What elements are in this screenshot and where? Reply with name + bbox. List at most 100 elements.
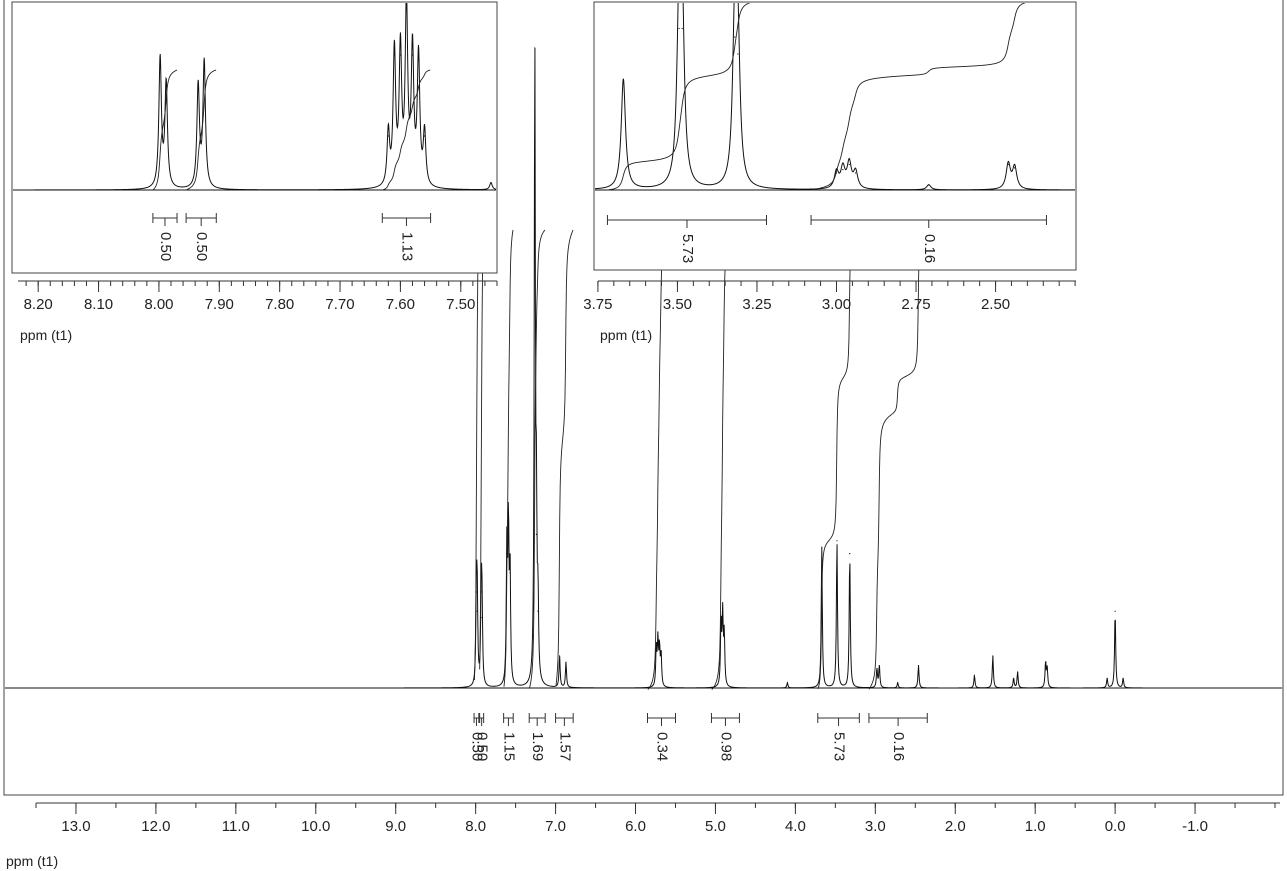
main-peak-26	[917, 665, 920, 667]
inset-aromatic-tick-label-2: 8.00	[144, 296, 173, 313]
main-peak-24	[878, 665, 880, 667]
main-peak-35	[1122, 677, 1124, 680]
inset-aliphatic-peak-0	[622, 78, 624, 81]
inset-aliphatic-peak-2	[681, 27, 683, 30]
main-integral-curve-6	[711, 229, 740, 690]
main-integral-bracket-0	[473, 713, 480, 726]
main-tick-label-10: 3.0	[865, 818, 886, 835]
main-peak-15	[660, 655, 662, 657]
main-integral-value-3: 1.69	[529, 732, 546, 761]
inset-aliphatic-peak-8	[854, 172, 857, 174]
inset-aliphatic-tick-label-5: 2.50	[981, 296, 1010, 313]
inset-aromatic-tick-label-5: 7.70	[325, 296, 354, 313]
main-tick-label-14: -1.0	[1182, 818, 1208, 835]
main-peak-29	[1013, 677, 1015, 680]
main-integral-curve-4	[555, 229, 574, 687]
main-integral-value-8: 0.16	[890, 732, 907, 761]
inset-aromatic-tick-label-4: 7.80	[265, 296, 294, 313]
inset-aromatic-integral-curve-2	[382, 69, 431, 191]
inset-aromatic-tick-label-0: 8.20	[24, 296, 53, 313]
main-peak-3	[481, 617, 483, 619]
inset-aromatic-integral-curve-1	[186, 69, 217, 191]
main-peak-10	[558, 655, 561, 657]
inset-aromatic-peak-9	[417, 59, 420, 62]
main-integral-curve-3	[528, 229, 546, 689]
inset-aromatic-peak-1	[165, 85, 167, 87]
main-integral-curve-2	[503, 229, 514, 687]
inset-aromatic-tick-label-3: 7.90	[205, 296, 234, 313]
main-peak-11	[565, 661, 567, 664]
main-peak-13	[657, 642, 659, 644]
inset-aliphatic-frame	[593, 1, 1077, 271]
inset-aliphatic-peak-10	[1007, 163, 1009, 166]
main-trace	[36, 48, 1276, 689]
main-peak-32	[1046, 668, 1048, 670]
inset-aliphatic-tick-label-0: 3.75	[583, 296, 612, 313]
main-tick-label-7: 6.0	[625, 818, 646, 835]
inset-aromatic-tick-label-7: 7.50	[446, 296, 475, 313]
inset-aromatic-peak-10	[423, 135, 426, 137]
inset-aromatic-x-axis-label: ppm (t1)	[20, 327, 72, 343]
inset-aliphatic-tick-label-3: 3.00	[822, 296, 851, 313]
inset-aliphatic-x-axis-label: ppm (t1)	[600, 327, 652, 343]
main-integral-value-2: 1.15	[500, 732, 517, 761]
inset-aliphatic-region: 5.73 0.16 3.75 3.50 3.25 3.00 2.75 2.50 ppm (t1)	[583, 1, 1077, 343]
main-integral-bracket-3	[528, 713, 546, 726]
inset-aliphatic-peak-4	[737, 53, 739, 55]
inset-aliphatic-peak-1	[678, 27, 680, 30]
main-peak-27	[973, 674, 976, 676]
main-peak-8	[535, 533, 538, 536]
main-tick-label-0: 13.0	[61, 818, 90, 835]
inset-aliphatic-integral-curve-1	[810, 3, 1026, 191]
inset-aliphatic-trace	[595, 3, 1075, 191]
inset-aliphatic-peak-9	[928, 184, 930, 186]
main-peak-9	[537, 610, 539, 612]
inset-aromatic-peak-11	[490, 182, 492, 184]
main-peak-20	[821, 546, 823, 548]
main-x-axis-label: ppm (t1)	[6, 853, 58, 869]
inset-aliphatic-integral-bracket-0	[606, 215, 768, 228]
inset-aromatic-peak-8	[411, 54, 414, 56]
main-tick-label-11: 2.0	[945, 818, 966, 835]
inset-aromatic-integral-curve-0	[152, 69, 178, 191]
inset-aromatic-peak-3	[203, 63, 205, 65]
main-integral-bracket-1	[479, 713, 485, 726]
inset-aromatic-tick-label-1: 8.10	[84, 296, 113, 313]
main-tick-label-1: 12.0	[141, 818, 170, 835]
main-peak-17	[722, 617, 724, 619]
main-tick-label-6: 7.0	[545, 818, 566, 835]
main-integral-value-7: 5.73	[831, 732, 848, 761]
main-peak-25	[897, 682, 899, 684]
inset-aromatic-peak-0	[159, 59, 161, 62]
inset-aromatic-tick-label-6: 7.60	[386, 296, 415, 313]
main-plot-frame	[3, 0, 1284, 796]
main-peak-7	[534, 47, 536, 49]
main-integral-value-5: 0.34	[654, 732, 671, 761]
main-peak-12	[655, 649, 657, 651]
inset-aliphatic-peak-3	[734, 36, 736, 38]
main-peak-22	[849, 553, 851, 555]
main-peak-33	[1106, 677, 1108, 680]
main-integral-value-6: 0.98	[717, 732, 734, 761]
main-integral-curve-8	[868, 229, 928, 690]
inset-aromatic-integral-bracket-2	[381, 213, 432, 226]
main-tick-label-12: 1.0	[1025, 818, 1046, 835]
inset-aromatic-integral-value-1: 0.50	[193, 232, 210, 261]
main-integral-bracket-4	[555, 713, 574, 726]
main-tick-label-5: 8.0	[465, 818, 486, 835]
inset-aliphatic-tick-label-4: 2.75	[901, 296, 930, 313]
main-integral-bracket-6	[710, 713, 740, 726]
main-tick-label-4: 9.0	[385, 818, 406, 835]
main-peak-14	[658, 649, 661, 651]
main-integral-bracket-5	[647, 713, 676, 726]
inset-aromatic-peak-7	[405, 9, 408, 11]
inset-aromatic-frame	[11, 1, 498, 274]
main-spectrum-layer: 0.500.50 1.15 1.69 1.57 0.34 0.98 5.73 0.1613.0…	[5, 47, 1282, 869]
main-tick-label-3: 10.0	[301, 818, 330, 835]
main-integral-value-1: 0.50	[474, 732, 491, 761]
main-peak-23	[876, 668, 878, 670]
main-integral-bracket-7	[817, 713, 860, 726]
inset-aromatic-region: 0.50 0.50 1.13 8.20 8.10 8.00 7.90 7.80 7.70 7.60…	[11, 1, 498, 343]
main-peak-34	[1114, 610, 1116, 612]
